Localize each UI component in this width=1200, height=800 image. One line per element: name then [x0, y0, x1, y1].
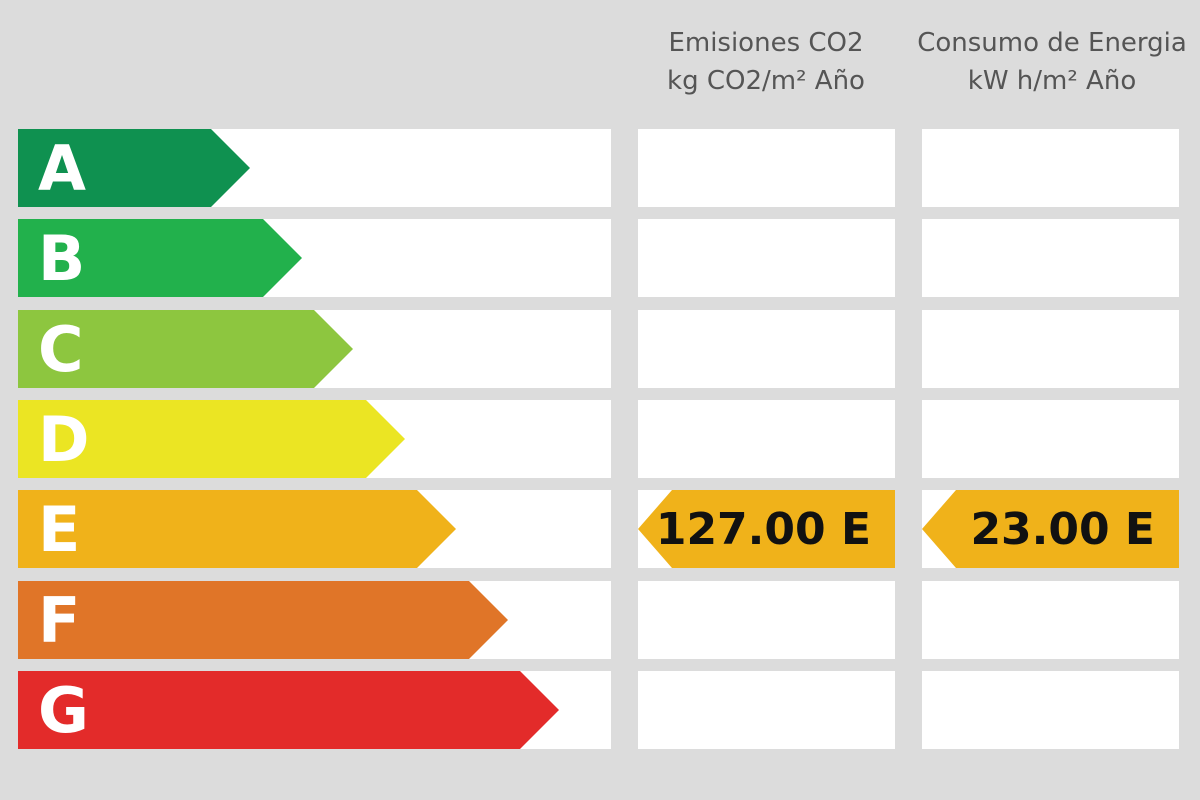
energy-cell [922, 129, 1179, 207]
grade-letter: D [38, 403, 90, 476]
rating-row-c: C [0, 310, 1200, 388]
rating-row-b: B [0, 219, 1200, 297]
grade-letter: B [38, 222, 86, 295]
rating-cell: E [18, 490, 611, 568]
energy-header-title: Consumo de Energia [917, 28, 1187, 58]
co2-value-marker: 127.00 E [638, 490, 895, 568]
energy-cell: 23.00 E [922, 490, 1179, 568]
rating-cell: C [18, 310, 611, 388]
energy-header-unit: kW h/m² Año [967, 66, 1137, 96]
co2-cell [638, 671, 895, 749]
energy-cell [922, 310, 1179, 388]
co2-cell [638, 310, 895, 388]
rating-row-a: A [0, 129, 1200, 207]
energy-cell [922, 581, 1179, 659]
rating-row-e: E 127.00 E 23.00 E [0, 490, 1200, 568]
energy-cell [922, 400, 1179, 478]
rating-row-g: G [0, 671, 1200, 749]
grade-arrow-a: A [18, 129, 250, 207]
co2-cell [638, 400, 895, 478]
grade-arrow-e: E [18, 490, 456, 568]
co2-cell [638, 581, 895, 659]
rating-cell: G [18, 671, 611, 749]
grade-letter: E [38, 493, 81, 566]
rating-cell: A [18, 129, 611, 207]
grade-arrow-b: B [18, 219, 302, 297]
co2-column-header: Emisiones CO2 kg CO2/m² Año [630, 24, 902, 104]
rating-cell: D [18, 400, 611, 478]
grade-letter: F [38, 584, 81, 657]
energy-value-marker: 23.00 E [922, 490, 1179, 568]
grade-letter: A [38, 132, 86, 205]
co2-cell: 127.00 E [638, 490, 895, 568]
rating-row-d: D [0, 400, 1200, 478]
energy-cell [922, 219, 1179, 297]
co2-header-unit: kg CO2/m² Año [667, 66, 865, 96]
co2-header-title: Emisiones CO2 [668, 28, 864, 58]
grade-arrow-g: G [18, 671, 559, 749]
energy-column-header: Consumo de Energia kW h/m² Año [904, 24, 1200, 104]
rating-row-f: F [0, 581, 1200, 659]
energy-cell [922, 671, 1179, 749]
grade-arrow-d: D [18, 400, 405, 478]
rating-cell: B [18, 219, 611, 297]
co2-cell [638, 219, 895, 297]
rating-cell: F [18, 581, 611, 659]
grade-letter: G [38, 674, 89, 747]
co2-cell [638, 129, 895, 207]
grade-arrow-f: F [18, 581, 508, 659]
grade-letter: C [38, 313, 84, 386]
grade-arrow-c: C [18, 310, 353, 388]
